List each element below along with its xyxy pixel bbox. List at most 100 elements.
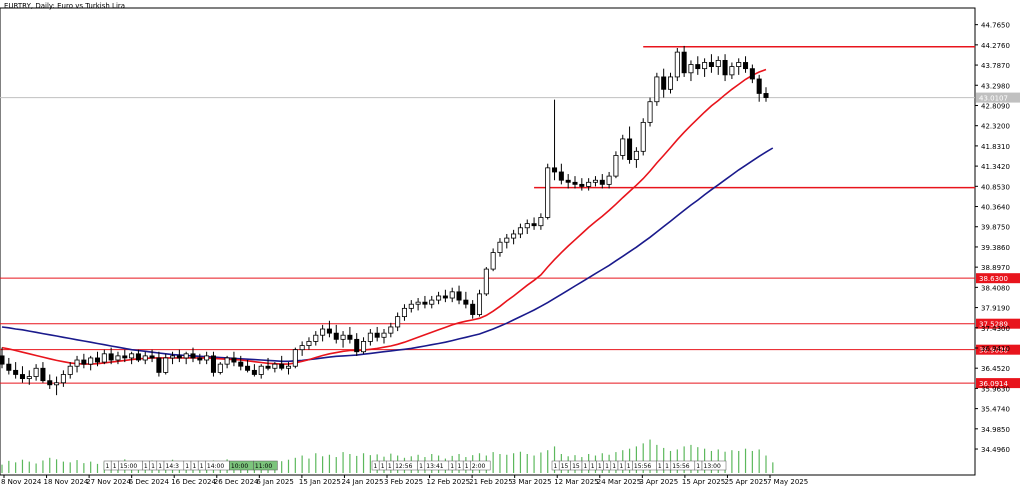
- overlay-label-text: 1: [158, 463, 162, 470]
- candle-down: [6, 363, 12, 371]
- overlay-label-text: 1: [113, 463, 117, 470]
- candle-up: [313, 334, 319, 342]
- y-tick-label: 39.8750: [981, 224, 1010, 232]
- candle-down: [347, 334, 353, 340]
- candle-up: [204, 355, 210, 361]
- overlay-label-text: 1: [200, 463, 204, 470]
- candle-up: [285, 365, 292, 369]
- candle-up: [217, 363, 223, 373]
- candle-up: [33, 367, 39, 377]
- candle-down: [681, 51, 687, 74]
- candle-down: [81, 359, 87, 365]
- candle-up: [620, 138, 626, 156]
- candle-up: [26, 376, 32, 380]
- ma-slow-line: [1, 147, 774, 363]
- candle-down: [763, 93, 769, 98]
- candle-down: [156, 357, 162, 373]
- overlay-label-text: 1: [193, 463, 197, 470]
- level-price-label: 36.9000: [979, 347, 1008, 355]
- y-tick-label: 41.3420: [981, 163, 1010, 171]
- y-tick-label: 40.3640: [981, 204, 1010, 212]
- candle-down: [456, 291, 462, 301]
- y-tick-label: 41.8310: [981, 143, 1010, 151]
- overlay-label-text: 1: [620, 463, 624, 470]
- x-tick-label: 15 Apr 2025: [682, 478, 725, 486]
- candle-down: [176, 355, 182, 359]
- y-tick-label: 38.8970: [981, 264, 1010, 272]
- candle-down: [47, 380, 53, 386]
- overlay-label-text: 2:00: [472, 463, 486, 470]
- x-tick-label: 6 Jan 2025: [256, 478, 294, 486]
- x-tick-label: 3 Apr 2025: [639, 478, 678, 486]
- y-tick-label: 42.3200: [981, 123, 1010, 131]
- candle-down: [245, 365, 251, 371]
- candle-down: [326, 328, 332, 334]
- x-tick-label: 15 Jan 2025: [299, 478, 341, 486]
- bid-price-label: 43.0107: [979, 95, 1008, 103]
- overlay-label-text: 14:00: [207, 463, 224, 470]
- overlay-label-text: 1: [591, 463, 595, 470]
- candle-up: [272, 363, 278, 369]
- candle-down: [0, 355, 5, 365]
- overlay-label-text: 10:00: [231, 463, 248, 470]
- candle-up: [715, 59, 721, 67]
- candle-up: [170, 355, 176, 359]
- overlay-label-text: 1: [465, 463, 469, 470]
- candle-down: [374, 332, 380, 338]
- candle-up: [115, 355, 121, 361]
- candle-down: [40, 367, 46, 382]
- plot-area: [0, 7, 976, 476]
- candle-up: [292, 349, 298, 367]
- y-tick-label: 36.4520: [981, 365, 1010, 373]
- x-tick-label: 3 Mar 2025: [512, 478, 552, 486]
- candle-up: [592, 179, 598, 183]
- candle-up: [163, 357, 169, 373]
- y-tick-label: 44.7650: [981, 22, 1010, 30]
- y-tick-label: 37.9190: [981, 305, 1010, 313]
- candle-up: [367, 332, 373, 342]
- overlay-label-text: 1: [696, 463, 700, 470]
- x-tick-label: 6 Dec 2024: [129, 478, 170, 486]
- overlay-label-text: 1: [144, 463, 148, 470]
- y-tick-label: 37.4300: [981, 325, 1010, 333]
- candle-up: [299, 345, 305, 351]
- candle-up: [340, 334, 346, 340]
- x-tick-label: 24 Mar 2025: [597, 478, 641, 486]
- candle-down: [94, 357, 101, 363]
- x-tick-label: 3 Feb 2025: [384, 478, 423, 486]
- candle-up: [667, 76, 674, 90]
- candle-up: [538, 217, 544, 227]
- candle-up: [408, 303, 414, 309]
- candle-up: [517, 227, 523, 235]
- candle-down: [122, 355, 128, 359]
- candle-down: [265, 365, 271, 369]
- overlay-label-text: 1: [419, 463, 423, 470]
- candle-up: [320, 328, 326, 336]
- level-price-tag: [976, 318, 1020, 329]
- level-price-label: 37.5289: [979, 321, 1008, 329]
- candle-down: [552, 167, 558, 173]
- candle-down: [19, 374, 25, 380]
- overlay-label-text: 1: [605, 463, 609, 470]
- candle-up: [688, 64, 694, 74]
- y-tick-label: 39.3860: [981, 244, 1010, 252]
- candle-up: [449, 291, 455, 299]
- x-tick-label: 16 Dec 2024: [171, 478, 216, 486]
- overlay-label-text: 1: [374, 463, 378, 470]
- overlay-label-text: 13:00: [704, 463, 721, 470]
- candle-up: [736, 62, 742, 67]
- candle-down: [599, 179, 605, 185]
- candle-up: [224, 357, 230, 365]
- overlay-label-text: 15: [572, 463, 580, 470]
- overlay-label-box: [470, 460, 491, 471]
- x-tick-label: 21 Feb 2025: [469, 478, 513, 486]
- x-tick-label: 7 May 2025: [767, 478, 808, 486]
- y-tick-label: 38.4080: [981, 284, 1010, 292]
- candle-up: [702, 62, 708, 70]
- candle-up: [183, 353, 189, 359]
- candle-down: [422, 301, 428, 305]
- candle-up: [306, 341, 312, 346]
- candle-up: [497, 241, 503, 253]
- x-tick-label: 8 Nov 2024: [1, 478, 42, 486]
